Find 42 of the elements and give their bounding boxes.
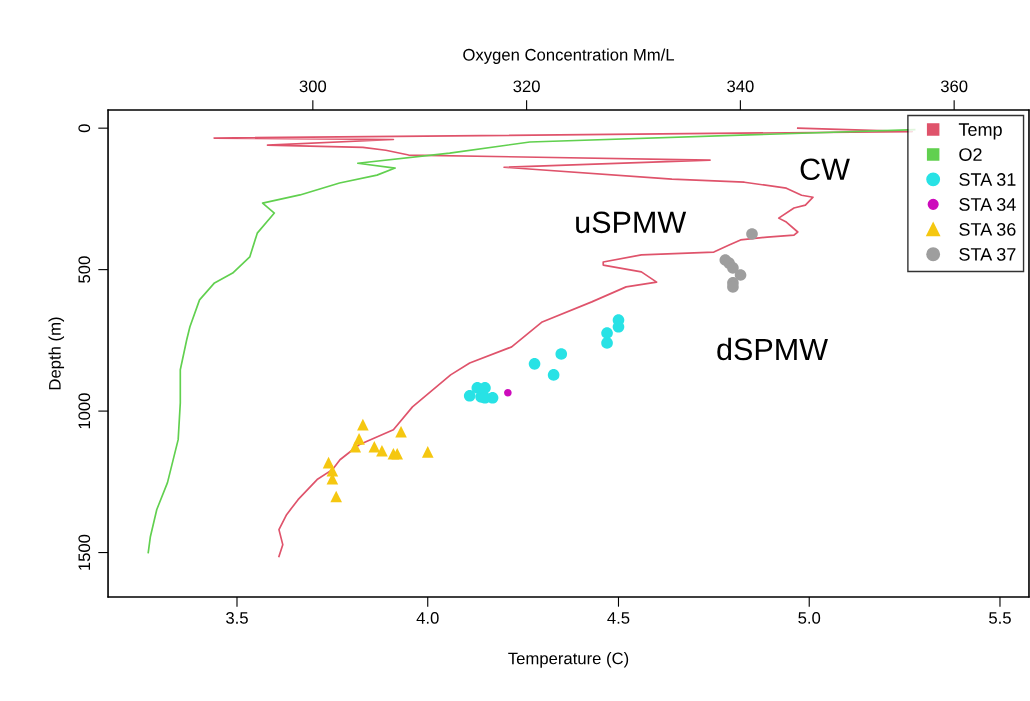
x2-axis-title: Oxygen Concentration Mm/L — [463, 48, 675, 64]
point — [555, 348, 568, 360]
legend-label: STA 31 — [959, 173, 1016, 186]
point — [727, 262, 739, 274]
legend-label: STA 34 — [959, 198, 1016, 211]
point — [601, 337, 613, 349]
legend-label: STA 37 — [959, 247, 1016, 261]
point — [330, 490, 342, 503]
point — [368, 440, 381, 453]
point — [746, 228, 758, 240]
x-axis-title: Temperature (C) — [508, 652, 629, 668]
x2-tick-label: 340 — [727, 80, 754, 93]
x-tick-label: 5.5 — [989, 612, 1011, 624]
y-tick-label: 1000 — [78, 393, 91, 429]
x2-tick-label: 300 — [299, 80, 327, 93]
annotation: dSPMW — [717, 337, 828, 361]
annotation: CW — [800, 158, 850, 181]
point — [463, 390, 476, 402]
point — [421, 446, 434, 458]
point — [395, 425, 407, 438]
point — [528, 358, 541, 370]
x2-tick-label: 360 — [940, 80, 968, 93]
y-tick-label: 1500 — [78, 534, 91, 570]
y-tick-label: 0 — [78, 124, 91, 133]
point — [349, 440, 362, 453]
x-tick-label: 3.5 — [226, 612, 248, 624]
point — [376, 444, 388, 457]
point — [734, 269, 747, 281]
x-tick-label: 4.0 — [416, 612, 439, 624]
x-tick-label: 5.0 — [798, 612, 821, 624]
legend-label: STA 36 — [959, 223, 1016, 236]
x-tick-label: 4.5 — [607, 612, 630, 624]
point — [547, 369, 560, 381]
point — [391, 448, 404, 460]
legend-label: O2 — [959, 148, 982, 161]
point — [601, 327, 613, 339]
point — [504, 388, 512, 397]
annotation: uSPMW — [576, 211, 687, 234]
x2-tick-label: 320 — [513, 80, 540, 93]
y-tick-label: 500 — [78, 256, 91, 283]
y-axis-title: Depth (m) — [48, 317, 65, 390]
legend-label: Temp — [958, 123, 1002, 140]
